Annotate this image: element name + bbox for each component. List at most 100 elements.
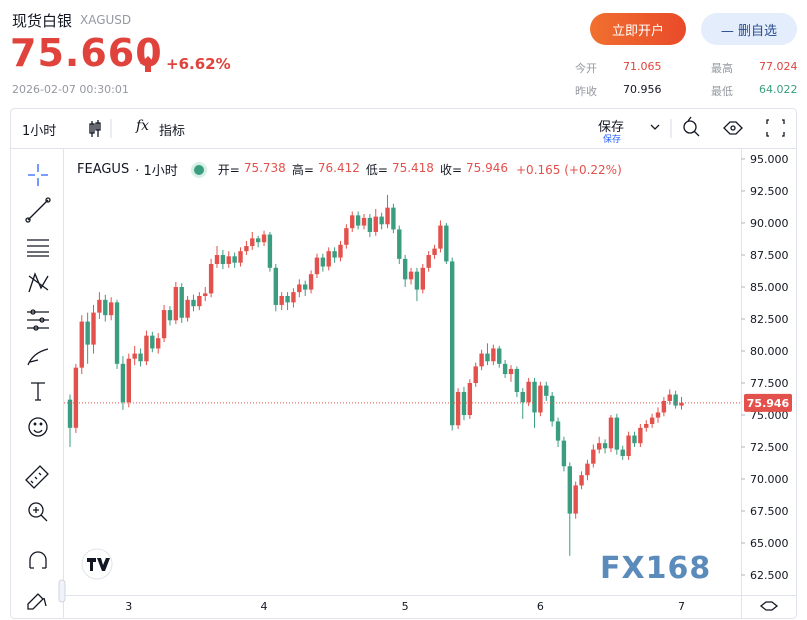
stat-value: 77.024 bbox=[759, 60, 798, 73]
y-tick-label: 67.500 bbox=[750, 505, 789, 518]
candle-body bbox=[514, 368, 520, 392]
candle-body bbox=[602, 443, 608, 449]
x-tick-label: 5 bbox=[402, 600, 409, 613]
candle-body bbox=[420, 267, 425, 290]
candle-body bbox=[350, 215, 355, 229]
candle-body bbox=[608, 417, 614, 449]
candle-body bbox=[279, 295, 284, 305]
candle-body bbox=[326, 251, 331, 267]
candle-body bbox=[467, 383, 473, 416]
candle-body bbox=[297, 284, 302, 293]
timestamp: 2026-02-07 00:30:01 bbox=[12, 83, 129, 96]
candle-body bbox=[355, 215, 361, 226]
stat-value: 70.956 bbox=[623, 83, 662, 96]
y-tick-label: 90.000 bbox=[750, 217, 789, 230]
candle-body bbox=[597, 443, 602, 450]
stat-label: 昨收 bbox=[575, 85, 597, 98]
candle-body bbox=[144, 335, 149, 362]
stat-label: 最高 bbox=[711, 62, 733, 75]
candle-body bbox=[367, 217, 373, 232]
legend-change: +0.165 (+0.22%) bbox=[516, 162, 622, 177]
y-tick-label: 65.000 bbox=[750, 537, 789, 550]
candle-body bbox=[479, 353, 484, 367]
candle-body bbox=[255, 238, 261, 243]
candle-body bbox=[285, 295, 290, 303]
candle-body bbox=[156, 338, 161, 349]
collapse-handle[interactable] bbox=[58, 579, 66, 603]
candle-body bbox=[114, 302, 120, 364]
candle-body bbox=[332, 251, 337, 258]
candle-body bbox=[73, 367, 79, 428]
candle-body bbox=[591, 449, 596, 464]
stat-value: 71.065 bbox=[623, 60, 662, 73]
legend-items: 开= 75.738 高= 76.412 低= 75.418 收= 75.946 bbox=[218, 161, 510, 178]
candle-body bbox=[203, 293, 208, 296]
candle-body bbox=[497, 348, 502, 364]
candle-body bbox=[473, 366, 478, 384]
y-tick-label: 85.000 bbox=[750, 281, 789, 294]
drawing-tools[interactable] bbox=[25, 164, 51, 610]
candle-body bbox=[320, 257, 326, 267]
candle-body bbox=[461, 391, 467, 416]
open-account-button[interactable]: 立即开户 bbox=[590, 13, 686, 45]
y-tick-label: 62.500 bbox=[750, 569, 789, 582]
candle-body bbox=[85, 321, 90, 345]
candle-body bbox=[191, 299, 196, 307]
y-tick-label: 87.500 bbox=[750, 249, 789, 262]
x-tick-label: 3 bbox=[125, 600, 132, 613]
candle-body bbox=[97, 299, 102, 313]
legend-value: 76.412 bbox=[317, 161, 360, 175]
y-tick-label: 72.500 bbox=[750, 441, 789, 454]
candle-body bbox=[338, 244, 343, 258]
candle-body bbox=[491, 348, 496, 362]
candle-body bbox=[426, 255, 431, 268]
candle-body bbox=[91, 312, 96, 345]
candle-body bbox=[379, 216, 384, 225]
y-tick-label: 92.500 bbox=[750, 185, 789, 198]
last-price-tag bbox=[744, 393, 792, 412]
save-status: 保存 bbox=[603, 135, 622, 145]
up-arrow bbox=[140, 56, 156, 72]
candle-body bbox=[538, 385, 543, 413]
candle-body bbox=[267, 234, 273, 268]
candle-body bbox=[438, 225, 443, 249]
candle-body bbox=[644, 423, 649, 428]
stat-value: 64.022 bbox=[759, 83, 798, 96]
candle-body bbox=[502, 363, 508, 375]
legend-value: 75.418 bbox=[391, 161, 434, 175]
candle-body bbox=[238, 251, 243, 263]
instrument-symbol: XAGUSD bbox=[80, 13, 132, 27]
y-tick-label: 82.500 bbox=[750, 313, 789, 326]
candle-body bbox=[161, 310, 167, 339]
candle-body bbox=[150, 335, 155, 349]
stat-label: 今开 bbox=[575, 62, 597, 75]
fx-icon[interactable]: fx bbox=[136, 118, 150, 134]
candle-body bbox=[244, 246, 249, 252]
candle-body bbox=[126, 358, 131, 403]
candle-body bbox=[232, 256, 237, 263]
candle-body bbox=[414, 271, 420, 290]
candle-body bbox=[544, 385, 549, 396]
interval-button[interactable]: 1小时 bbox=[22, 124, 57, 139]
save-button[interactable]: 保存 bbox=[598, 120, 625, 135]
indicators-button[interactable]: 指标 bbox=[159, 124, 186, 139]
x-tick-label: 6 bbox=[537, 600, 544, 613]
candle-body bbox=[250, 238, 255, 247]
remove-watch-button[interactable]: — 删自选 bbox=[701, 13, 797, 45]
candle-body bbox=[308, 274, 314, 290]
candle-body bbox=[226, 256, 231, 264]
candle-body bbox=[661, 400, 667, 413]
tv-logo bbox=[81, 548, 113, 580]
candle-body bbox=[208, 263, 214, 294]
candle-body bbox=[408, 271, 414, 280]
candle-body bbox=[620, 449, 625, 456]
candle-body bbox=[614, 417, 620, 450]
candle-body bbox=[679, 402, 684, 406]
candle-body bbox=[508, 368, 514, 375]
candle-body bbox=[314, 257, 320, 275]
candle-body bbox=[585, 463, 590, 476]
candle-body bbox=[185, 299, 190, 318]
candle-body bbox=[173, 287, 179, 321]
toolbar-icons[interactable] bbox=[89, 116, 785, 611]
